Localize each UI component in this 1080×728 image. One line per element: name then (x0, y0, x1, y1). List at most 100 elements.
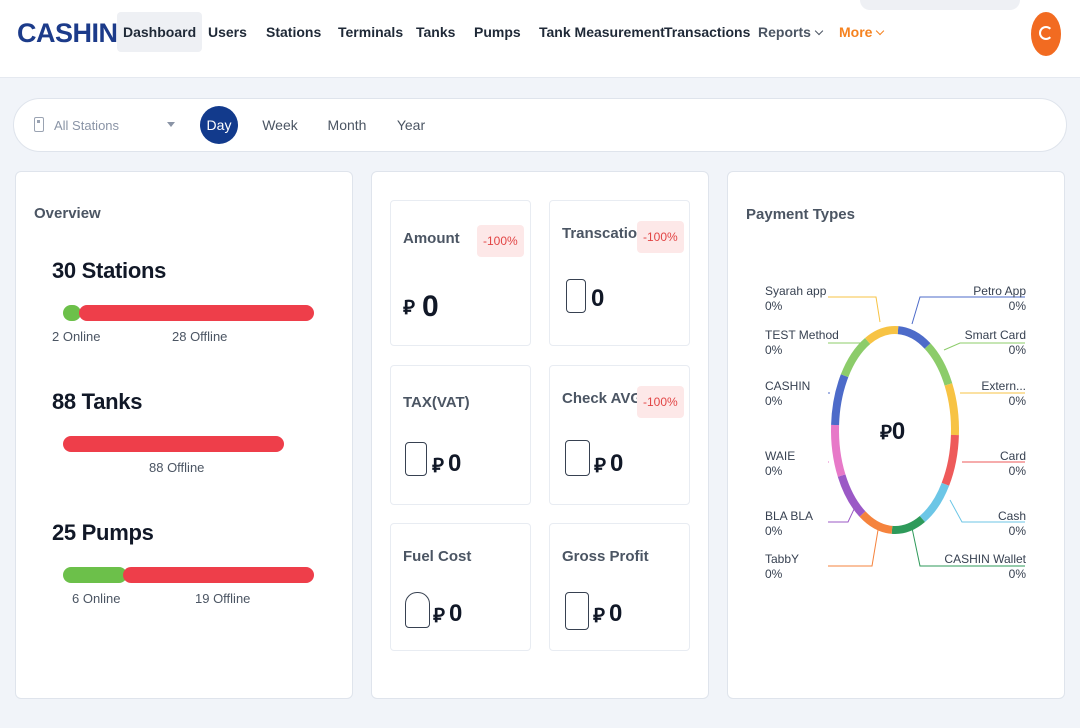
donut-segment[interactable] (941, 434, 959, 486)
cashin-logo[interactable]: CASHIN (17, 18, 118, 48)
legend-name: CASHIN Wallet (944, 552, 1026, 566)
legend-pct: 0% (1008, 299, 1026, 313)
overview-card: Overview 30 Stations 2 Online 28 Offline… (15, 171, 353, 699)
legend-item: TEST Method 0% (765, 328, 839, 358)
nav-reports-dropdown[interactable]: Reports (758, 12, 824, 52)
nav-tanks[interactable]: Tanks (416, 24, 456, 40)
nav-tank-measurement[interactable]: Tank Measurement (539, 24, 665, 40)
overview-title: Overview (34, 205, 101, 222)
nav-pumps[interactable]: Pumps (474, 24, 521, 40)
user-avatar[interactable] (1031, 12, 1061, 56)
donut-segment[interactable] (840, 337, 871, 378)
legend-item: Card 0% (926, 449, 1026, 479)
avatar-initial-icon (1039, 26, 1053, 40)
donut-segment[interactable] (944, 383, 959, 436)
legend-item: BLA BLA 0% (765, 509, 813, 539)
period-day[interactable]: Day (200, 106, 238, 144)
legend-name: Extern... (981, 379, 1026, 393)
donut-segment[interactable] (865, 326, 899, 345)
donut-segment[interactable] (897, 326, 931, 349)
gross-profit-tile[interactable]: Gross Profit ⃁ 0 (549, 523, 690, 651)
donut-segment[interactable] (924, 343, 953, 386)
riyal-currency-icon: ⃁ (432, 455, 444, 477)
payment-types-card: Payment Types (727, 171, 1065, 699)
transactions-change-badge: -100% (637, 221, 684, 253)
caret-down-icon (167, 122, 175, 127)
stations-offline-bar (79, 305, 314, 321)
chevron-down-icon (876, 26, 885, 36)
legend-item: Syarah app 0% (765, 284, 826, 314)
legend-pct: 0% (765, 464, 783, 478)
legend-name: WAIE (765, 449, 796, 463)
donut-segment[interactable] (891, 515, 925, 534)
stations-count: 30 Stations (52, 258, 167, 283)
check-avg-value: 0 (610, 450, 624, 477)
pumps-online-label: 6 Online (72, 591, 121, 606)
legend-pct: 0% (765, 524, 783, 538)
nav-more-dropdown[interactable]: More (839, 12, 885, 52)
legend-name: Card (999, 449, 1026, 463)
legend-item: TabbY 0% (765, 552, 799, 582)
check-avg-label: Check AVG (562, 390, 643, 407)
fuel-cost-tile[interactable]: Fuel Cost ⃁ 0 (390, 523, 531, 651)
payment-types-donut-chart (831, 326, 959, 534)
legend-item: Cash 0% (926, 509, 1026, 539)
legend-pct: 0% (765, 394, 783, 408)
dashboard-filter-bar: All Stations Day Week Month Year (13, 98, 1067, 152)
legend-item: Petro App 0% (926, 284, 1026, 314)
nav-terminals[interactable]: Terminals (338, 24, 404, 40)
amount-change-badge: -100% (477, 225, 524, 257)
legend-pct: 0% (765, 343, 783, 357)
donut-segment[interactable] (837, 474, 866, 517)
tax-value: 0 (448, 450, 462, 477)
profit-coins-icon (565, 592, 589, 630)
fuel-drop-icon (405, 592, 430, 628)
check-avg-change-badge: -100% (637, 386, 684, 418)
legend-pct: 0% (1008, 464, 1026, 478)
donut-segment[interactable] (831, 424, 846, 477)
legend-name: Cash (997, 509, 1026, 523)
nav-users[interactable]: Users (208, 24, 247, 40)
stations-online-bar (63, 305, 81, 321)
payment-types-title: Payment Types (746, 206, 855, 223)
period-week[interactable]: Week (262, 117, 298, 133)
tax-coins-icon (405, 442, 427, 476)
check-avg-tile[interactable]: Check AVG -100% ⃁ 0 (549, 365, 690, 505)
legend-name: TEST Method (765, 328, 839, 342)
nav-dashboard[interactable]: Dashboard (117, 12, 203, 52)
station-select[interactable]: All Stations (34, 116, 194, 136)
donut-segment[interactable] (919, 482, 950, 523)
donut-segment[interactable] (831, 374, 849, 426)
legend-pct: 0% (765, 567, 783, 581)
amount-tile[interactable]: Amount -100% ⃁ 0 (390, 200, 531, 346)
tanks-offline-bar (63, 436, 284, 452)
chevron-down-icon (814, 26, 824, 36)
riyal-currency-icon: ⃁ (433, 605, 445, 627)
donut-segment[interactable] (859, 511, 893, 534)
period-year[interactable]: Year (396, 117, 426, 133)
riyal-currency-icon: ⃁ (593, 605, 605, 627)
checklist-coins-icon (565, 440, 590, 476)
nav-stations[interactable]: Stations (266, 24, 322, 40)
legend-name: Smart Card (964, 328, 1026, 342)
pumps-count: 25 Pumps (52, 520, 154, 545)
fuel-cost-label: Fuel Cost (403, 548, 472, 565)
legend-name: Petro App (973, 284, 1026, 298)
period-month[interactable]: Month (327, 117, 367, 133)
legend-name: BLA BLA (765, 509, 814, 523)
nav-transactions[interactable]: Transactions (664, 24, 751, 40)
stations-offline-label: 28 Offline (172, 329, 228, 344)
amount-value: 0 (422, 290, 439, 323)
fuel-pump-icon (34, 117, 44, 132)
tax-tile[interactable]: TAX(VAT) ⃁ 0 (390, 365, 531, 505)
nav-reports-label: Reports (758, 24, 811, 40)
pumps-offline-label: 19 Offline (195, 591, 251, 606)
riyal-currency-icon: ⃁ (880, 422, 892, 444)
legend-pct: 0% (1008, 394, 1026, 408)
transactions-tile[interactable]: Transcations -100% 0 (549, 200, 690, 346)
legend-item: CASHIN 0% (765, 379, 810, 409)
transactions-label: Transcations (562, 225, 655, 242)
legend-pct: 0% (1008, 343, 1026, 357)
tax-label: TAX(VAT) (403, 394, 470, 411)
station-select-value: All Stations (54, 118, 120, 133)
